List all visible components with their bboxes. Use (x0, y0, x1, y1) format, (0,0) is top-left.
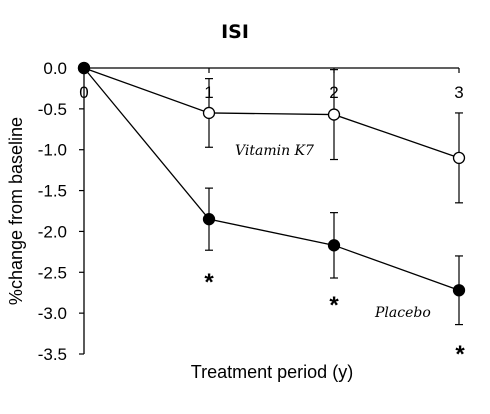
series-line-vitamin-k7 (83, 67, 460, 159)
data-point-placebo (327, 239, 341, 252)
significance-star-y1: * (204, 269, 214, 296)
series-layer (77, 61, 466, 326)
data-point-vitamin-k7 (452, 151, 466, 165)
series-label-vitamin-k7: Vitamin K7 (235, 143, 314, 159)
y-tick-label: 0.0 (43, 59, 67, 78)
x-tick-label: 3 (454, 83, 463, 102)
data-point-vitamin-k7 (202, 106, 216, 120)
series-label-placebo: Placebo (374, 305, 431, 321)
x-axis-label: Treatment period (y) (191, 362, 353, 382)
y-tick-label: -0.5 (38, 100, 67, 119)
data-point-placebo (77, 61, 91, 75)
significance-star-y3: * (455, 341, 465, 368)
x-tick-label: 0 (79, 83, 88, 102)
y-tick-label: -3.5 (38, 345, 67, 364)
y-axis-label: %change from baseline (6, 117, 26, 305)
significance-star-y2: * (329, 292, 339, 319)
y-tick-label: -2.5 (38, 263, 67, 282)
chart-title: ISI (221, 21, 249, 43)
y-tick-label: -1.5 (38, 182, 67, 201)
y-tick-label: -2.0 (38, 222, 67, 241)
data-point-vitamin-k7 (327, 108, 341, 121)
y-tick-label: -3.0 (38, 304, 67, 323)
series-line-placebo (83, 67, 460, 291)
data-point-placebo (202, 213, 216, 226)
axes: 0.0-0.5-1.0-1.5-2.0-2.5-3.0-3.50123 (38, 59, 464, 364)
y-tick-label: -1.0 (38, 141, 67, 160)
data-point-placebo (452, 284, 466, 297)
